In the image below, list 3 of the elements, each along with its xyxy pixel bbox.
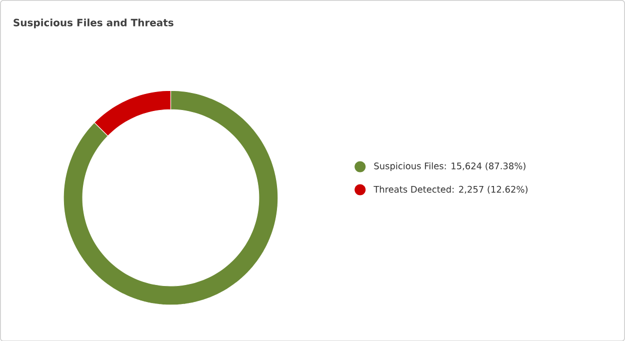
legend-label: Suspicious Files: 15,624 (87.38%) [374, 162, 526, 171]
chart-title: Suspicious Files and Threats [14, 18, 174, 28]
legend-label: Threats Detected: 2,257 (12.62%) [374, 186, 528, 194]
